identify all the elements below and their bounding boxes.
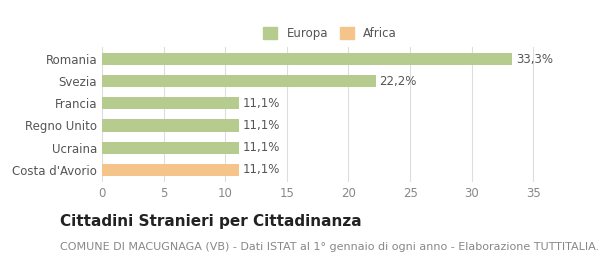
Bar (102, 141, 239, 154)
Text: 33,3%: 33,3% (516, 53, 553, 66)
Text: 11,1%: 11,1% (242, 163, 280, 176)
Text: 11,1%: 11,1% (242, 97, 280, 110)
Text: 11,1%: 11,1% (242, 119, 280, 132)
Text: Cittadini Stranieri per Cittadinanza: Cittadini Stranieri per Cittadinanza (60, 214, 362, 229)
Bar (102, 97, 239, 109)
Text: 22,2%: 22,2% (379, 75, 416, 88)
Bar (102, 119, 239, 132)
Legend: Europa, Africa: Europa, Africa (259, 23, 401, 43)
Bar (102, 75, 376, 87)
Text: COMUNE DI MACUGNAGA (VB) - Dati ISTAT al 1° gennaio di ogni anno - Elaborazione : COMUNE DI MACUGNAGA (VB) - Dati ISTAT al… (60, 242, 600, 252)
Bar (102, 164, 239, 176)
Bar (102, 53, 512, 65)
Text: 11,1%: 11,1% (242, 141, 280, 154)
